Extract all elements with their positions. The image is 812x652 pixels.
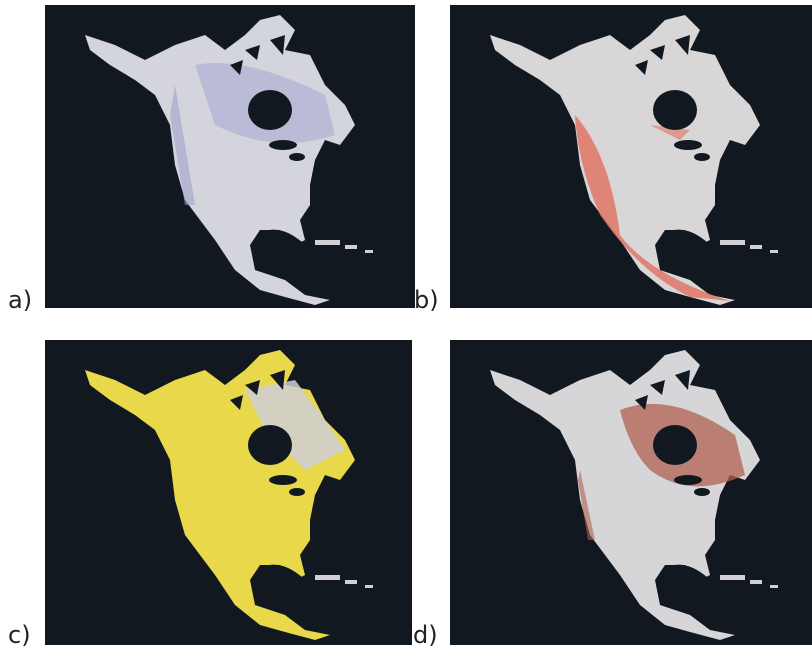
map-panel: [450, 340, 812, 645]
figure: a) b) c) d): [0, 0, 812, 652]
map-panel: [450, 5, 812, 308]
panel-label: d): [413, 621, 438, 649]
panel-label: b): [414, 286, 439, 314]
panel-label: a): [8, 286, 32, 314]
map-panel: [45, 5, 415, 308]
map-panel: [45, 340, 412, 645]
panel-label: c): [8, 621, 31, 649]
